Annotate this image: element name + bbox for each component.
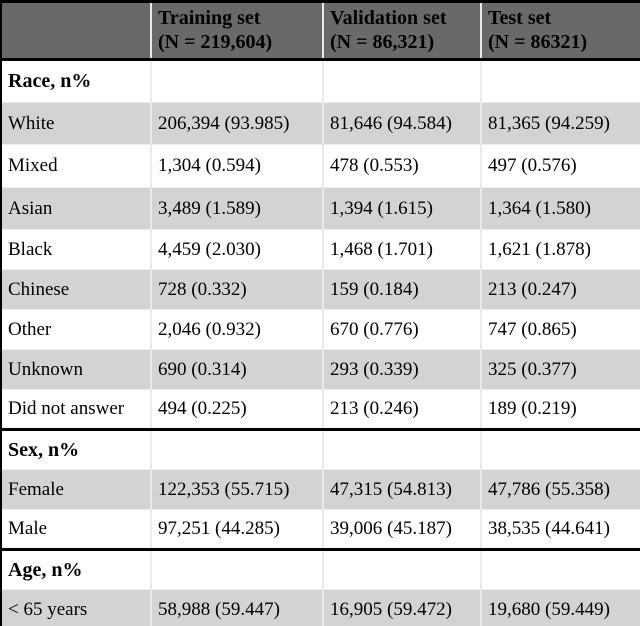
cell-value: 728 (0.332) (150, 269, 323, 310)
table-row: Mixed 1,304 (0.594) 478 (0.553) 497 (0.5… (1, 144, 640, 188)
row-label: Mixed (1, 144, 151, 188)
row-label: Age, n% (1, 549, 151, 590)
cell-value: 39,006 (45.187) (322, 509, 481, 550)
row-label: Male (1, 509, 151, 550)
cell-value (150, 549, 323, 590)
table-row: Female 122,353 (55.715) 47,315 (54.813) … (1, 469, 640, 510)
cell-value: 1,394 (1.615) (322, 187, 481, 230)
table-row: Black 4,459 (2.030) 1,468 (1.701) 1,621 … (1, 229, 640, 270)
col-header-n: (N = 86,321) (330, 30, 435, 53)
cell-value (150, 59, 323, 103)
cell-value: 2,046 (0.932) (150, 309, 323, 350)
row-label: Unknown (1, 349, 151, 390)
cell-value: 497 (0.576) (480, 144, 640, 188)
cell-value: 494 (0.225) (150, 389, 323, 430)
cell-value: 206,394 (93.985) (150, 102, 323, 145)
cell-value: 4,459 (2.030) (150, 229, 323, 270)
col-header-title: Training set (158, 7, 261, 29)
cell-value: 1,304 (0.594) (150, 144, 323, 188)
col-header-validation-set: Validation set (N = 86,321) (322, 1, 481, 60)
cell-value: 3,489 (1.589) (150, 187, 323, 230)
cell-value (480, 59, 640, 103)
table-row: Other 2,046 (0.932) 670 (0.776) 747 (0.8… (1, 309, 640, 350)
cell-value: 47,315 (54.813) (322, 469, 481, 510)
cell-value: 81,365 (94.259) (480, 102, 640, 145)
cell-value: 19,680 (59.449) (480, 589, 640, 626)
table-row: Unknown 690 (0.314) 293 (0.339) 325 (0.3… (1, 349, 640, 390)
cell-value: 58,988 (59.447) (150, 589, 323, 626)
cell-value (480, 549, 640, 590)
cell-value: 97,251 (44.285) (150, 509, 323, 550)
row-label: Chinese (1, 269, 151, 310)
table-row: < 65 years 58,988 (59.447) 16,905 (59.47… (1, 589, 640, 626)
cell-value: 189 (0.219) (480, 389, 640, 430)
row-label: Did not answer (1, 389, 151, 430)
table-row: White 206,394 (93.985) 81,646 (94.584) 8… (1, 102, 640, 145)
cell-value: 690 (0.314) (150, 349, 323, 390)
cell-value (150, 429, 323, 470)
cell-value: 213 (0.246) (322, 389, 481, 430)
table-row: Asian 3,489 (1.589) 1,394 (1.615) 1,364 … (1, 187, 640, 230)
table-row: Race, n% (1, 59, 640, 103)
cell-value (322, 549, 481, 590)
cell-value: 47,786 (55.358) (480, 469, 640, 510)
col-header-n: (N = 219,604) (158, 30, 273, 53)
cell-value: 478 (0.553) (322, 144, 481, 188)
cell-value: 1,364 (1.580) (480, 187, 640, 230)
col-header-test-set: Test set (N = 86321) (480, 1, 640, 60)
table-row: Male 97,251 (44.285) 39,006 (45.187) 38,… (1, 509, 640, 550)
header-row: Training set (N = 219,604) Validation se… (1, 1, 640, 60)
cell-value: 747 (0.865) (480, 309, 640, 350)
cell-value: 159 (0.184) (322, 269, 481, 310)
col-header-title: Test set (488, 7, 552, 29)
table-row: Chinese 728 (0.332) 159 (0.184) 213 (0.2… (1, 269, 640, 310)
cell-value: 1,621 (1.878) (480, 229, 640, 270)
row-label: Other (1, 309, 151, 350)
cell-value: 293 (0.339) (322, 349, 481, 390)
cell-value: 213 (0.247) (480, 269, 640, 310)
cell-value: 670 (0.776) (322, 309, 481, 350)
cell-value (322, 429, 481, 470)
cell-value: 81,646 (94.584) (322, 102, 481, 145)
cell-value: 38,535 (44.641) (480, 509, 640, 550)
col-header-title: Validation set (330, 7, 447, 29)
cell-value: 16,905 (59.472) (322, 589, 481, 626)
table-row: Did not answer 494 (0.225) 213 (0.246) 1… (1, 389, 640, 430)
row-label: < 65 years (1, 589, 151, 626)
row-label: Female (1, 469, 151, 510)
corner-cell (1, 1, 151, 60)
col-header-n: (N = 86321) (488, 30, 588, 53)
cell-value: 1,468 (1.701) (322, 229, 481, 270)
cell-value (322, 59, 481, 103)
cell-value: 325 (0.377) (480, 349, 640, 390)
row-label: Black (1, 229, 151, 270)
row-label: White (1, 102, 151, 145)
row-label: Sex, n% (1, 429, 151, 470)
table-row: Age, n% (1, 549, 640, 590)
row-label: Race, n% (1, 59, 151, 103)
cell-value (480, 429, 640, 470)
col-header-training-set: Training set (N = 219,604) (150, 1, 323, 60)
table-body: Race, n% White 206,394 (93.985) 81,646 (… (1, 59, 640, 626)
cell-value: 122,353 (55.715) (150, 469, 323, 510)
table-row: Sex, n% (1, 429, 640, 470)
row-label: Asian (1, 187, 151, 230)
